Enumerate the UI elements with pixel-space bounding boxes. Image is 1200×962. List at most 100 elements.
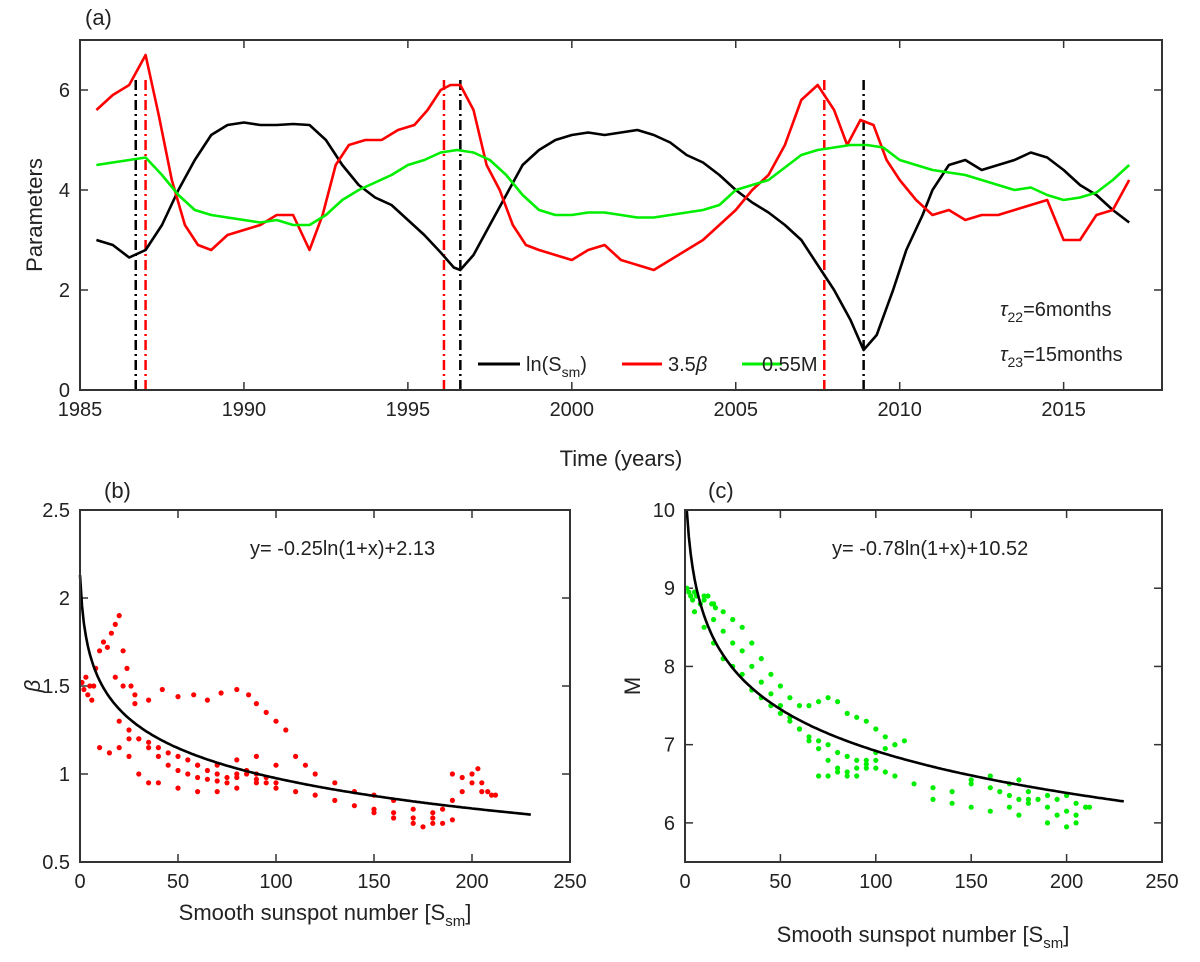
panel-b-point <box>479 780 485 786</box>
panel-b-point <box>146 739 152 745</box>
panel-c-point <box>720 628 726 634</box>
panel-c-point <box>882 769 888 775</box>
panel-c-point <box>835 699 841 705</box>
panel-b-point <box>155 745 161 751</box>
panel-a-xtick-label: 2015 <box>1041 399 1086 421</box>
panel-b-point <box>116 613 122 619</box>
panel-a-letter: (a) <box>85 5 112 30</box>
panel-b-point <box>112 621 118 628</box>
panel-c-point <box>1083 804 1089 810</box>
panel-b-point <box>273 785 279 791</box>
panel-a: (a) 1985 1990 1995 2000 2005 2010 2015 0 2 4 6 Tim… <box>22 5 1163 471</box>
panel-c-point <box>1016 777 1022 783</box>
panel-c-point <box>892 773 898 779</box>
panel-b-point <box>246 692 252 698</box>
panel-c-ylabel: M <box>620 677 645 695</box>
panel-a-ytick-label: 6 <box>59 80 70 102</box>
panel-b-point <box>469 780 475 786</box>
panel-b-point <box>155 753 161 760</box>
panel-c-point <box>768 671 774 677</box>
panel-b-fit-curve <box>78 575 531 816</box>
panel-c-point <box>712 605 719 611</box>
panel-b-point <box>449 797 455 804</box>
panel-b-point <box>195 789 201 795</box>
panel-b-point <box>224 774 230 781</box>
panel-b-point <box>410 815 416 821</box>
panel-b-point <box>440 806 446 812</box>
panel-b-point <box>224 780 230 786</box>
panel-b-point <box>120 683 126 689</box>
panel-b-xtick-label: 0 <box>74 871 85 893</box>
panel-c-point <box>987 808 993 814</box>
panel-a-xtick-label: 2005 <box>714 399 759 421</box>
panel-b-point <box>283 727 289 733</box>
series-line-ln-ssm <box>96 121 1130 352</box>
panel-c-point <box>1073 812 1079 818</box>
panel-c-point <box>787 695 793 701</box>
panel-a-ytick-label: 2 <box>59 280 70 302</box>
panel-c-point <box>1073 820 1079 826</box>
panel-b-point <box>312 771 318 777</box>
panel-c-point <box>711 601 717 607</box>
panel-b-xtick-label: 200 <box>455 871 488 893</box>
panel-c-xtick-label: 100 <box>859 871 892 893</box>
panel-b-point <box>185 757 191 763</box>
panel-b-point <box>449 817 455 823</box>
panel-c-ytick-label: 10 <box>653 500 675 522</box>
panel-c-point <box>796 726 803 732</box>
panel-b-point <box>234 785 240 791</box>
panel-c-xtick-label: 200 <box>1050 871 1083 893</box>
panel-b-point <box>108 630 114 636</box>
panel-c-point <box>1044 792 1051 799</box>
panel-b-fit-label: y= -0.25ln(1+x)+2.13 <box>250 538 435 560</box>
panel-c-point <box>806 734 812 740</box>
panel-b-point <box>165 762 171 768</box>
panel-b-point <box>492 792 499 798</box>
panel-b-point <box>146 780 152 786</box>
panel-c-point <box>825 773 831 779</box>
panel-b-point <box>175 785 181 791</box>
panel-b-point <box>273 780 279 786</box>
panel-c-ytick-label: 7 <box>664 735 675 757</box>
panel-b-point <box>312 792 318 798</box>
panel-c-point <box>873 726 879 732</box>
panel-c-point <box>1016 812 1022 818</box>
panel-b-xtick-label: 150 <box>357 871 390 893</box>
panel-b-point <box>234 757 240 763</box>
panel-c-point <box>758 656 764 662</box>
legend-label-ln: ln(Ssm) <box>526 354 587 380</box>
panel-c-point <box>730 640 736 646</box>
panel-b-xlabel: Smooth sunspot number [Ssm] <box>179 900 472 930</box>
panel-b-fit <box>78 575 531 816</box>
panel-c-points <box>684 585 1093 830</box>
panel-b-point <box>214 771 220 777</box>
panel-b-point <box>100 639 107 645</box>
panel-c-point <box>701 597 707 603</box>
legend-label-m: 0.55M <box>762 354 818 376</box>
legend-label-beta: 3.5β <box>668 354 707 376</box>
panel-b-point <box>146 697 152 703</box>
panel-c-point <box>825 742 831 748</box>
panel-c-point <box>863 761 869 767</box>
panel-b-point <box>273 718 279 724</box>
panel-b-point <box>136 736 142 742</box>
panel-c-fit-label: y= -0.78ln(1+x)+10.52 <box>832 538 1028 560</box>
panel-b-point <box>391 815 397 821</box>
panel-c-point <box>844 710 850 717</box>
panel-c-point <box>854 714 860 720</box>
panel-b-point <box>234 686 240 693</box>
panel-c-xtick-label: 250 <box>1145 871 1178 893</box>
panel-b-frame <box>79 509 571 863</box>
panel-c-point <box>863 757 869 763</box>
panel-c-point <box>686 589 692 595</box>
panel-a-xtick-label: 2000 <box>550 399 595 421</box>
panel-b-point <box>420 824 426 830</box>
panel-b-point <box>430 820 436 826</box>
panel-c-ytick-label: 9 <box>664 578 675 600</box>
panel-c-point <box>835 769 841 775</box>
panel-b-point <box>440 820 446 826</box>
panel-b-point <box>449 771 455 777</box>
panel-c-ytick-label: 8 <box>664 656 675 678</box>
panel-b-point <box>273 762 279 768</box>
